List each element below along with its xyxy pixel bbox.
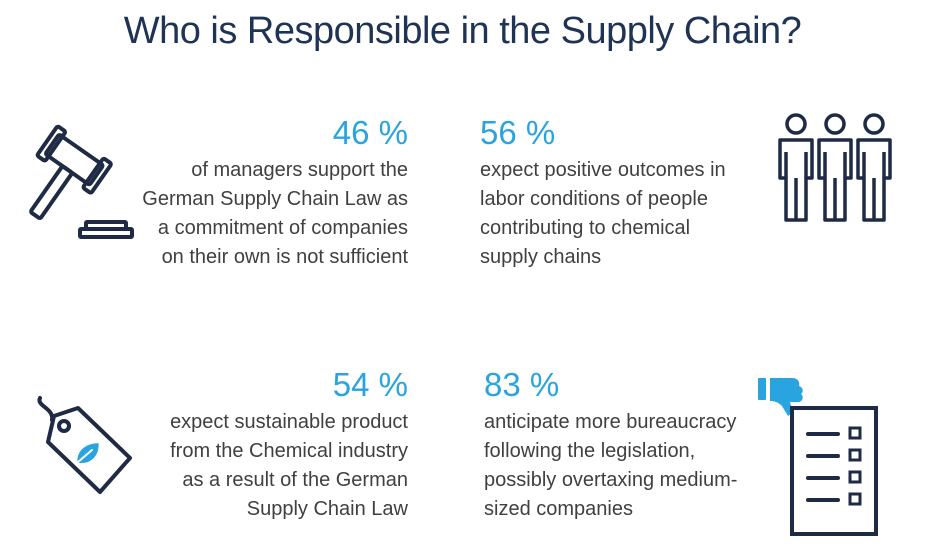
stat-percent: 46 % [332, 114, 408, 151]
stat-description: expect positive outcomes in labor condit… [480, 159, 726, 268]
people-icon [774, 112, 896, 228]
stat-description: of managers support the German Supply Ch… [142, 159, 408, 268]
thumbs-down-checklist-icon [752, 374, 884, 542]
stat-percent: 54 % [332, 366, 408, 403]
page-title: Who is Responsible in the Supply Chain? [123, 10, 802, 52]
stat-description: anticipate more bureaucracy following th… [484, 411, 738, 520]
stat-block-4: 83 % anticipate more bureaucracy followi… [484, 366, 774, 524]
stat-percent: 56 % [480, 114, 556, 151]
stat-block-3: 54 % expect sustainable product from the… [110, 366, 408, 524]
stat-description: expect sustainable product from the Chem… [170, 411, 408, 520]
eco-tag-icon [34, 392, 144, 504]
stat-block-1: 46 % of managers support the German Supp… [110, 114, 408, 272]
stat-percent: 83 % [484, 366, 560, 403]
gavel-icon [18, 122, 138, 242]
stat-block-2: 56 % expect positive outcomes in labor c… [480, 114, 770, 272]
